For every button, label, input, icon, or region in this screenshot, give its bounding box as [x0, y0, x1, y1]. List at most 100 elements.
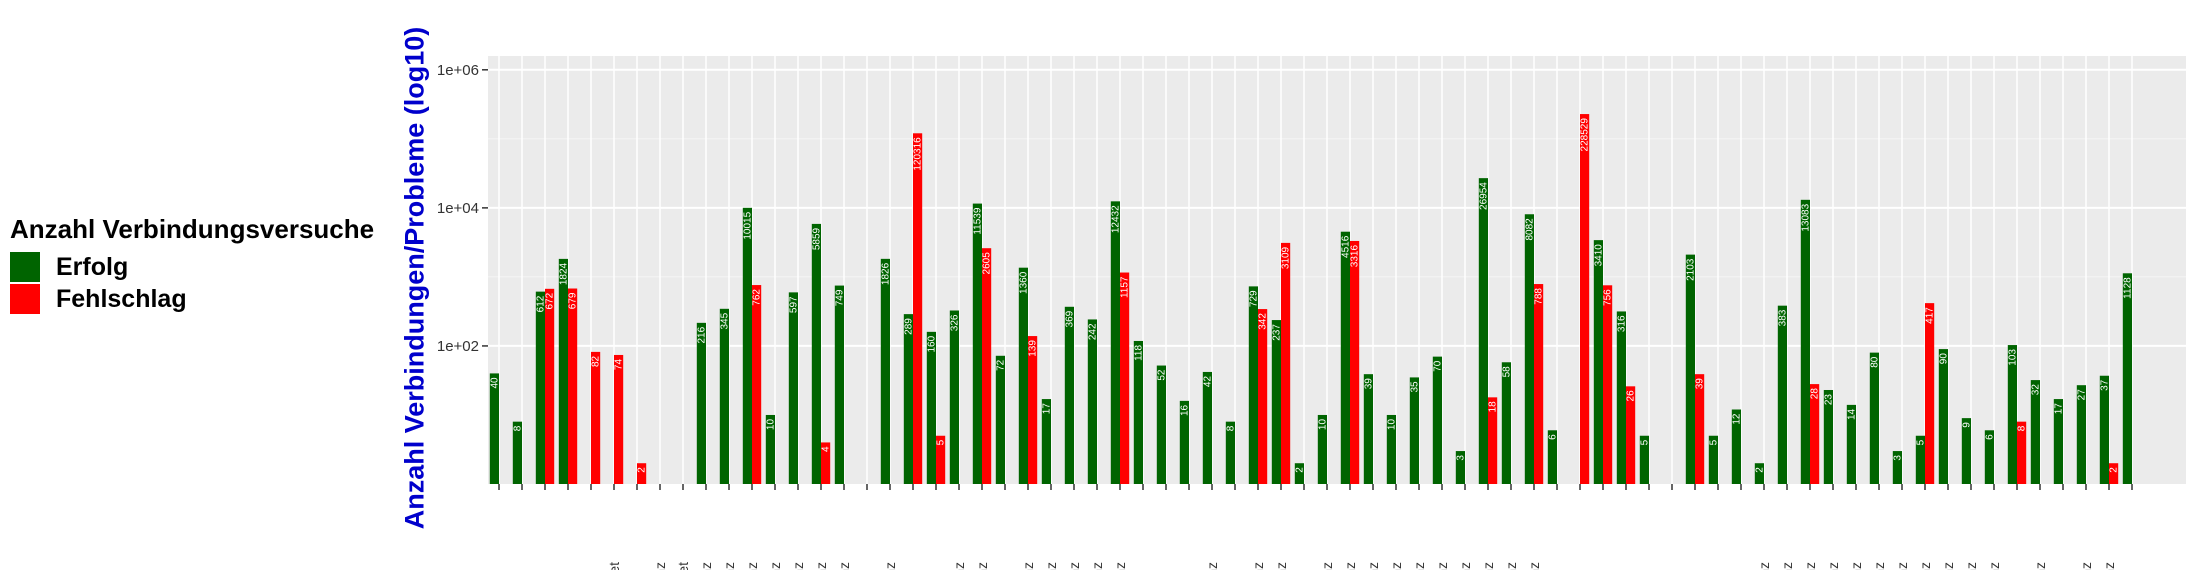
x-tick-label: anz: [1342, 562, 1358, 570]
data-label: 326: [949, 314, 960, 331]
bar-erfolg-57: [1800, 199, 1810, 484]
bar-fehlschlag-34: [1281, 242, 1291, 484]
bar-erfolg-65: [1984, 430, 1994, 484]
bar-erfolg-22: [995, 355, 1005, 484]
data-label: 70: [1432, 360, 1443, 372]
data-label: 749: [834, 289, 845, 306]
y-tick-label: 1e+04: [437, 200, 479, 217]
x-tick-label: anz: [1917, 562, 1933, 570]
data-label: 40: [489, 377, 500, 389]
data-label: 8: [512, 425, 523, 431]
data-label: 5859: [811, 227, 822, 250]
bar-erfolg-34: [1271, 320, 1281, 484]
data-label: 729: [1248, 290, 1259, 307]
bar-erfolg-20: [949, 310, 959, 484]
bar-erfolg-25: [1064, 306, 1074, 484]
x-tick-label: anz: [1756, 562, 1772, 570]
bar-fehlschlag-19: [936, 435, 946, 484]
data-label: 39: [1695, 378, 1706, 390]
data-label: 16: [1179, 404, 1190, 416]
legend-item-fehlschlag: Fehlschlag: [10, 283, 374, 315]
bar-erfolg-63: [1938, 349, 1948, 484]
bar-fehlschlag-21: [982, 248, 992, 484]
bar-fehlschlag-27: [1120, 272, 1130, 484]
data-label: 26954: [1478, 182, 1489, 210]
bar-erfolg-58: [1823, 389, 1833, 484]
x-tick-label: anz: [1871, 562, 1887, 570]
bar-erfolg-50: [1639, 435, 1649, 484]
bar-erfolg-12: [765, 414, 775, 484]
data-label: 8: [1225, 425, 1236, 431]
bar-fehlschlag-66: [2017, 421, 2027, 484]
data-label: 762: [752, 289, 763, 306]
x-tick-label: anz: [1250, 562, 1266, 570]
x-tick-label: anz: [2032, 562, 2048, 570]
bar-fehlschlag-48: [1603, 285, 1613, 484]
bar-erfolg-37: [1340, 231, 1350, 484]
data-label: 27: [2076, 389, 2087, 401]
data-label: 9: [1961, 422, 1972, 428]
x-tick-label: n.net: [606, 562, 622, 570]
bar-erfolg-44: [1501, 362, 1511, 484]
legend-label-erfolg: Erfolg: [56, 252, 129, 281]
data-label: 103: [2007, 349, 2018, 366]
bar-erfolg-2: [535, 291, 545, 484]
bar-erfolg-38: [1363, 374, 1373, 484]
data-label: 5: [1915, 439, 1926, 445]
x-tick-label: anz: [1503, 562, 1519, 570]
bar-erfolg-33: [1248, 286, 1258, 484]
bar-fehlschlag-37: [1350, 240, 1360, 484]
data-label: 1360: [1018, 271, 1029, 294]
bar-erfolg-70: [2099, 375, 2109, 484]
data-label: 1128: [2122, 277, 2133, 299]
data-label: 11539: [972, 207, 983, 235]
data-label: 369: [1064, 310, 1075, 327]
data-label: 23: [1823, 394, 1834, 406]
bar-erfolg-18: [903, 314, 913, 484]
bar-erfolg-1: [512, 421, 522, 484]
data-label: 8082: [1524, 218, 1535, 241]
x-tick-label: anz: [1411, 562, 1427, 570]
data-label: 32: [2030, 384, 2041, 396]
data-label: 228529: [1580, 118, 1591, 152]
bar-fehlschlag-2: [545, 288, 555, 484]
data-label: 13083: [1800, 203, 1811, 231]
x-tick-label: anz: [698, 562, 714, 570]
x-tick-label: anz: [1779, 562, 1795, 570]
bar-erfolg-61: [1892, 451, 1902, 484]
x-tick-label: anz: [1963, 562, 1979, 570]
bar-erfolg-69: [2076, 385, 2086, 484]
bar-erfolg-42: [1455, 451, 1465, 484]
data-label: 52: [1156, 369, 1167, 381]
data-label: 42: [1202, 376, 1213, 388]
data-label: 120316: [913, 137, 924, 171]
data-label: 17: [1041, 403, 1052, 415]
data-label: 2: [637, 467, 648, 473]
bar-fehlschlag-18: [913, 133, 923, 484]
bar-fehlschlag-70: [2109, 463, 2119, 484]
data-label: 289: [903, 318, 914, 335]
data-label: 242: [1087, 323, 1098, 340]
x-tick-label: anz: [974, 562, 990, 570]
data-label: 35: [1409, 381, 1420, 393]
data-label: 14: [1846, 408, 1857, 420]
data-label: 1826: [880, 262, 891, 285]
legend-title: Anzahl Verbindungsversuche: [10, 214, 375, 244]
bar-erfolg-68: [2053, 399, 2063, 484]
x-tick-label: anz: [1848, 562, 1864, 570]
data-label: 12432: [1110, 205, 1121, 233]
x-tick-label: anz: [767, 562, 783, 570]
bar-erfolg-36: [1317, 414, 1327, 484]
data-label: 4: [821, 446, 832, 452]
bar-erfolg-13: [788, 292, 798, 484]
bar-erfolg-45: [1524, 214, 1534, 484]
legend: Anzahl Verbindungsversuche Erfolg Fehlsc…: [10, 214, 374, 315]
data-label: 3316: [1350, 245, 1361, 268]
data-label: 10015: [742, 211, 753, 239]
bar-fehlschlag-14: [821, 442, 831, 484]
bar-erfolg-39: [1386, 414, 1396, 484]
x-tick-label: anz: [1457, 562, 1473, 570]
bar-erfolg-31: [1202, 371, 1212, 484]
data-label: 756: [1603, 289, 1614, 306]
x-tick-label: anz: [744, 562, 760, 570]
